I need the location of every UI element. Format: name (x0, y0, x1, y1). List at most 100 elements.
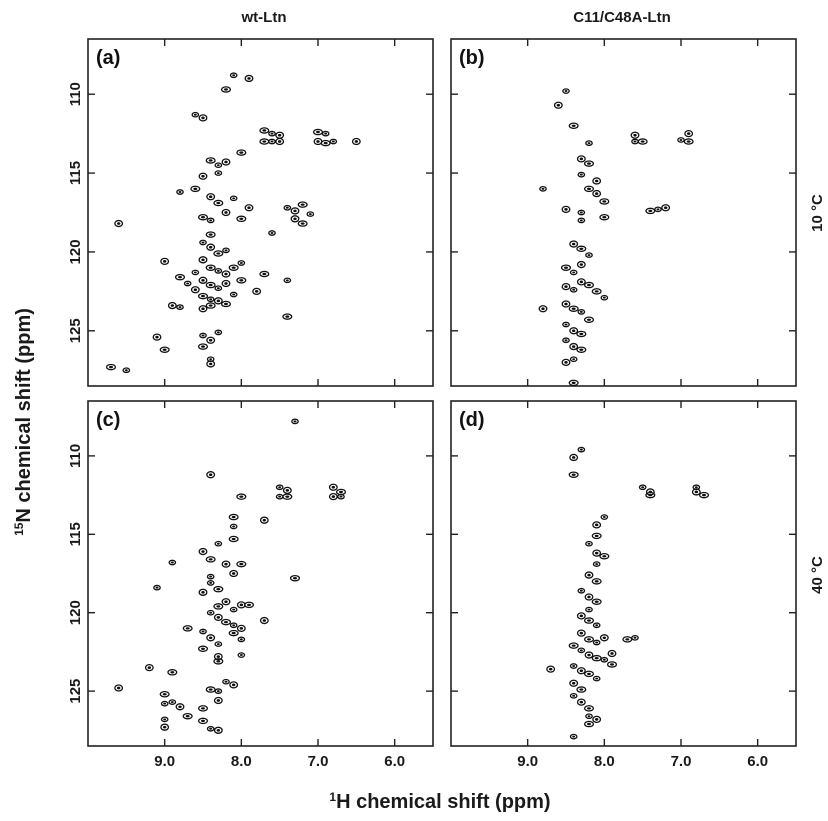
peak-contour-outer (206, 573, 215, 580)
peak-contour-inner (285, 206, 289, 209)
peak-contour-inner (564, 323, 568, 326)
peak-contour-outer (198, 305, 208, 313)
peak (220, 86, 232, 93)
peak-contour-outer (197, 717, 209, 725)
peak-contour-outer (268, 130, 276, 137)
peak (213, 613, 223, 622)
peak-contour-inner (587, 595, 591, 599)
peak (351, 137, 361, 146)
peak-contour-inner (564, 207, 568, 211)
peak-contour-inner (178, 705, 182, 709)
peak (335, 488, 347, 496)
peak-contour-outer (259, 616, 269, 625)
peak-contour-outer (562, 337, 570, 344)
peak-contour-outer (198, 256, 208, 264)
peak-contour-outer (160, 700, 169, 707)
peak-contour-inner (594, 192, 599, 195)
peak-contour-inner (587, 619, 591, 622)
peak (583, 160, 595, 167)
peak-contour-outer (236, 560, 247, 568)
peak-contour-inner (641, 486, 645, 489)
peak-contour-outer (153, 584, 161, 591)
peak (569, 692, 578, 699)
peak-contour-outer (197, 292, 209, 300)
peak-contour-outer (213, 696, 223, 705)
peak (553, 101, 563, 109)
peak-contour-inner (170, 304, 175, 307)
peak-contour-outer (576, 667, 586, 675)
peak-contour-inner (239, 279, 244, 282)
peak-contour-inner (572, 358, 576, 361)
peak-contour-outer (168, 699, 177, 705)
peak (268, 130, 276, 137)
peak-contour-outer (591, 288, 602, 295)
peak-contour-inner (293, 217, 297, 221)
peak (229, 622, 238, 629)
peak-contour-inner (116, 686, 121, 690)
peak (259, 516, 269, 524)
peak-contour-inner (270, 132, 274, 135)
peak-contour-outer (599, 213, 610, 221)
peak (289, 574, 301, 582)
peak-contour-inner (587, 722, 591, 726)
peak (282, 313, 293, 320)
peak (114, 219, 124, 228)
peak-contour-outer (577, 209, 586, 216)
peak (599, 553, 610, 560)
peak (228, 629, 239, 637)
peak-contour-inner (694, 490, 699, 494)
peak (114, 684, 124, 692)
peak-contour-outer (228, 535, 239, 543)
peak-contour-inner (209, 611, 213, 614)
peak-contour-outer (199, 332, 207, 339)
peak-contour-outer (268, 230, 276, 236)
peak (197, 213, 209, 221)
peak-contour-inner (201, 647, 205, 650)
peak-contour-outer (214, 162, 223, 169)
peak-contour-inner (201, 116, 205, 120)
peak-contour-outer (638, 484, 647, 491)
peak-contour-outer (221, 208, 231, 217)
peak-contour-inner (262, 619, 267, 622)
peak-contour-outer (221, 158, 231, 166)
peak (160, 716, 169, 723)
peak (584, 651, 594, 659)
peak-contour-outer (591, 598, 602, 605)
peak (583, 617, 595, 624)
peak-contour-outer (592, 675, 601, 682)
peak (182, 625, 193, 632)
peak-contour-outer (568, 305, 579, 312)
peak-contour-outer (205, 231, 216, 238)
peak-contour-outer (228, 513, 239, 521)
peak-contour-inner (587, 715, 591, 718)
peak-contour-outer (229, 681, 239, 689)
peak-contour-inner (308, 213, 312, 216)
peak-contour-inner (193, 271, 197, 274)
peak (221, 598, 231, 606)
peak-contour-inner (147, 666, 152, 669)
peak (213, 250, 224, 257)
peak-contour-outer (577, 171, 586, 178)
peak (275, 493, 284, 500)
panel-a: (a) 110 115 120 125 (67, 38, 434, 387)
peak (221, 560, 231, 568)
peak-contour-inner (224, 620, 228, 624)
peak (297, 201, 308, 208)
peak-contour-outer (206, 193, 216, 201)
peak-contour-inner (231, 683, 236, 687)
peak-contour-outer (546, 665, 556, 673)
peak-contour-outer (205, 556, 216, 563)
peak (568, 379, 579, 387)
peak-contour-inner (163, 718, 167, 721)
peak-contour-inner (231, 266, 236, 269)
peak-contour-outer (236, 493, 247, 500)
peak (585, 252, 593, 258)
peak-contour-inner (564, 360, 568, 364)
x-tick-label: 8.0 (231, 753, 252, 770)
peak-contour-outer (168, 559, 177, 566)
x-tick-label: 7.0 (308, 753, 329, 770)
peak-contour-inner (541, 307, 545, 311)
peak (561, 205, 571, 213)
peak (221, 279, 231, 288)
peak-contour-inner (571, 644, 576, 647)
